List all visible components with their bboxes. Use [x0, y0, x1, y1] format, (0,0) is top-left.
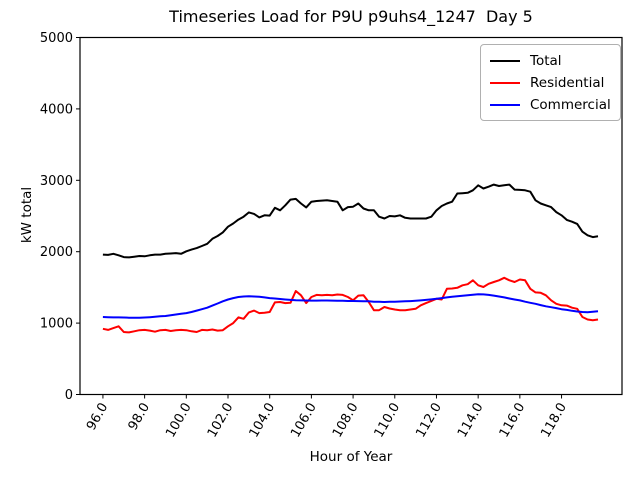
x-tick-label: 114.0 [455, 401, 487, 441]
y-tick-label: 5000 [40, 31, 73, 46]
x-tick-label: 108.0 [330, 401, 362, 441]
x-axis-label: Hour of Year [309, 449, 393, 465]
legend-item-commercial: Commercial [490, 96, 611, 113]
legend-line-sample-commercial [490, 103, 520, 106]
x-tick-label: 100.0 [163, 401, 195, 441]
legend-item-residential: Residential [490, 74, 611, 91]
series-line-residential [102, 276, 599, 334]
x-tick-label: 118.0 [538, 401, 570, 441]
y-tick-label: 3000 [40, 174, 73, 189]
x-tick-label: 96.0 [84, 401, 111, 434]
legend-label-commercial: Commercial [530, 96, 611, 113]
x-tick-label: 116.0 [497, 401, 529, 441]
legend: Total Residential Commercial [480, 44, 621, 121]
y-tick-label: 1000 [40, 317, 73, 332]
legend-line-sample-total [490, 59, 520, 62]
legend-line-sample-residential [490, 81, 520, 84]
series-line-total [102, 183, 599, 259]
x-tick-label: 112.0 [413, 401, 445, 441]
legend-label-residential: Residential [530, 74, 605, 91]
y-tick-label: 4000 [40, 102, 73, 117]
x-tick-label: 104.0 [247, 401, 279, 441]
x-tick-label: 110.0 [372, 401, 404, 441]
chart-title: Timeseries Load for P9U p9uhs4_1247 Day … [169, 7, 533, 26]
x-tick-label: 98.0 [126, 401, 153, 434]
plot-border [79, 36, 623, 396]
y-tick-label: 0 [65, 388, 73, 403]
y-tick-label: 2000 [40, 245, 73, 260]
legend-label-total: Total [530, 52, 562, 69]
legend-item-total: Total [490, 52, 611, 69]
x-tick-label: 106.0 [288, 401, 320, 441]
series-line-commercial [102, 293, 599, 319]
x-tick-label: 102.0 [205, 401, 237, 441]
y-axis-label: kW total [19, 186, 35, 244]
